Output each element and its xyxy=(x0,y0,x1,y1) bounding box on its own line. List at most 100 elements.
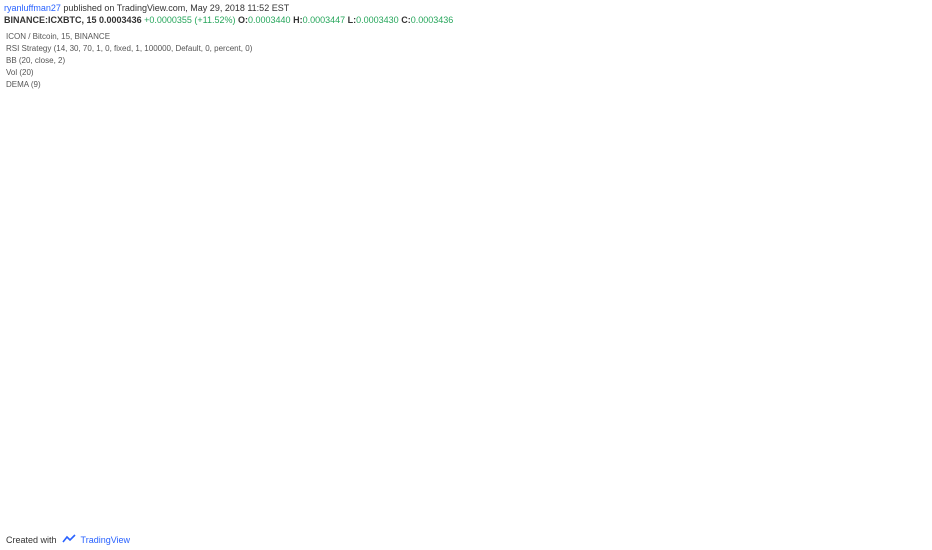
last-price-box xyxy=(893,137,931,150)
candle-body xyxy=(534,152,540,158)
volume-bar xyxy=(329,510,336,517)
up-arrow-icon xyxy=(581,161,592,171)
candle-body xyxy=(97,336,103,346)
last-price-label: 0.0003436 xyxy=(896,141,929,148)
time-tick-label: 21:00 xyxy=(37,521,54,528)
volume-bar xyxy=(392,492,399,517)
volume-bar xyxy=(40,507,47,517)
level-label-box xyxy=(893,88,931,101)
time-tick-label: 16:30 xyxy=(519,521,536,528)
candle-body xyxy=(456,122,462,130)
candle-body xyxy=(470,111,476,131)
candle-body xyxy=(76,300,81,321)
candle-body xyxy=(527,157,533,181)
level-label-box xyxy=(893,258,931,271)
low-label: L: xyxy=(347,15,357,25)
volume-bar xyxy=(406,489,413,517)
indicator-vol[interactable]: Vol (20) xyxy=(6,68,34,77)
candle-body xyxy=(280,332,286,335)
candle-body xyxy=(322,312,328,319)
volume-ma-line xyxy=(7,492,565,507)
volume-bar xyxy=(96,507,103,517)
candle-body xyxy=(188,317,194,324)
time-tick-label: 01:30 xyxy=(742,521,759,528)
time-tick-label: 13:30 xyxy=(445,521,462,528)
volume-bar xyxy=(131,510,138,517)
candle-body xyxy=(414,111,420,183)
trendline xyxy=(339,94,679,343)
time-tick-label: 22:30 xyxy=(74,521,91,528)
volume-bar xyxy=(449,504,456,517)
volume-bar xyxy=(251,504,258,517)
candle-body xyxy=(513,143,519,159)
volume-bar xyxy=(265,510,272,517)
bollinger-lower-line xyxy=(7,152,565,415)
candle-body xyxy=(224,316,230,320)
volume-bar xyxy=(385,498,392,517)
volume-bar xyxy=(195,504,202,517)
tradingview-brand[interactable]: TradingView xyxy=(80,535,131,545)
open-value: 0.0003440 xyxy=(248,15,291,25)
candle-body xyxy=(40,306,46,312)
candle-body xyxy=(245,321,251,326)
candle-body xyxy=(195,318,201,324)
volume-bar xyxy=(477,507,484,517)
candle-body xyxy=(379,223,385,246)
candle-body xyxy=(47,303,53,307)
volume-bar xyxy=(19,507,26,517)
time-tick-label: 15:00 xyxy=(482,521,499,528)
volume-bar xyxy=(33,510,40,517)
volume-bar xyxy=(223,507,230,517)
candle-body xyxy=(491,117,497,125)
candle-body xyxy=(541,149,547,153)
tradingview-logo-icon xyxy=(61,534,76,546)
candle-body xyxy=(506,132,512,144)
indicator-dema[interactable]: DEMA (9) xyxy=(6,80,41,89)
time-tick-label: 19:30 xyxy=(593,521,610,528)
volume-bar xyxy=(258,507,265,517)
volume-bar xyxy=(12,504,19,517)
volume-bar xyxy=(399,495,406,517)
time-tick-label: 04:30 xyxy=(222,521,239,528)
level-label: 0.0003519 xyxy=(896,93,929,100)
candle-body xyxy=(442,112,448,129)
volume-bar xyxy=(336,507,343,517)
volume-bar xyxy=(315,504,322,517)
volume-bar xyxy=(491,501,498,517)
indicator-symbol[interactable]: ICON / Bitcoin, 15, BINANCE xyxy=(6,32,111,41)
volume-bar xyxy=(343,504,350,517)
candle-body xyxy=(5,298,11,303)
volume-bar xyxy=(5,501,11,517)
volume-bar xyxy=(209,507,216,517)
volume-bar xyxy=(146,501,152,517)
candle-body xyxy=(54,303,60,306)
time-tick-label: 10:30 xyxy=(371,521,388,528)
indicator-bb[interactable]: BB (20, close, 2) xyxy=(6,56,66,65)
volume-bar xyxy=(512,498,519,517)
time-tick-label: 01:30 xyxy=(148,521,165,528)
volume-bar xyxy=(364,498,371,517)
indicator-rsi-strategy[interactable]: RSI Strategy (14, 30, 70, 1, 0, fixed, 1… xyxy=(6,44,253,53)
up-arrow-icon xyxy=(524,196,535,206)
volume-bar xyxy=(505,507,512,517)
volume-bar xyxy=(463,501,470,517)
volume-bar xyxy=(350,507,357,517)
candle-body xyxy=(294,329,300,334)
candle-body xyxy=(435,128,441,147)
candle-body xyxy=(111,333,117,340)
candle-body xyxy=(238,317,244,322)
author-link[interactable]: ryanluffman27 xyxy=(4,3,61,13)
candle-body xyxy=(252,325,258,340)
level-label-box xyxy=(893,341,931,354)
candle-body xyxy=(372,245,378,250)
level-label-box xyxy=(893,182,931,195)
candle-body xyxy=(386,211,392,224)
candle-body xyxy=(520,158,526,181)
volume-bar xyxy=(124,504,131,517)
candle-body xyxy=(555,139,561,143)
candle-body xyxy=(463,111,469,123)
change-value: +0.0000355 (+11.52%) xyxy=(144,15,236,25)
volume-bar xyxy=(301,510,308,517)
volume-bar xyxy=(413,473,420,517)
